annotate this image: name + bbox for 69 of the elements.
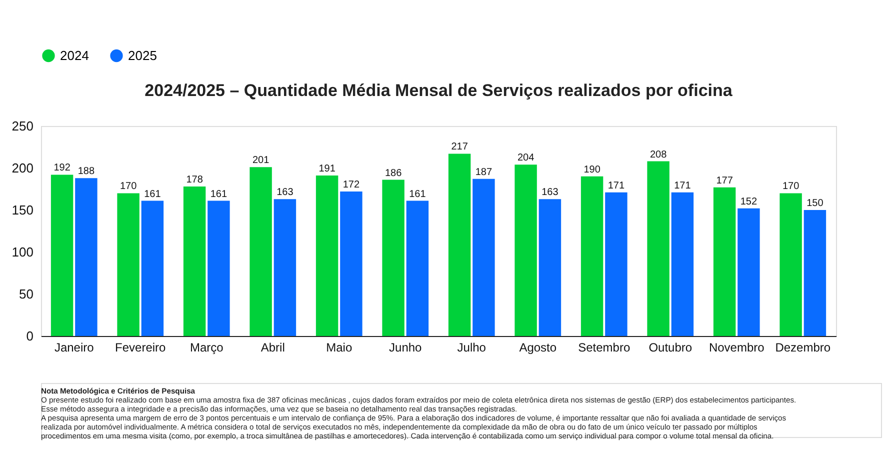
data-label: 171 bbox=[608, 180, 625, 192]
x-tick-label: Março bbox=[190, 340, 224, 354]
bar bbox=[671, 192, 694, 336]
bar bbox=[713, 187, 736, 336]
y-tick-label: 100 bbox=[12, 244, 34, 260]
x-tick-label: Dezembro bbox=[775, 340, 831, 354]
bar bbox=[340, 192, 362, 336]
x-tick-label: Maio bbox=[326, 340, 352, 354]
bar bbox=[538, 199, 562, 336]
bar bbox=[208, 200, 230, 336]
data-label: 172 bbox=[342, 180, 360, 191]
data-label: 217 bbox=[451, 142, 468, 153]
data-label: 161 bbox=[409, 188, 426, 200]
bar bbox=[141, 200, 164, 336]
data-label: 177 bbox=[716, 175, 734, 186]
data-label: 152 bbox=[740, 196, 758, 208]
y-tick-label: 200 bbox=[12, 160, 34, 176]
bar bbox=[738, 208, 760, 336]
y-tick-label: 250 bbox=[12, 118, 34, 134]
bar bbox=[274, 199, 296, 336]
x-tick-label: Abril bbox=[260, 340, 285, 354]
bar bbox=[406, 200, 429, 336]
bar bbox=[316, 176, 338, 336]
data-label: 161 bbox=[144, 188, 162, 200]
data-label: 163 bbox=[542, 187, 559, 198]
data-label: 163 bbox=[276, 187, 294, 198]
x-tick-label: Agosto bbox=[519, 340, 557, 354]
bar bbox=[50, 174, 74, 336]
data-label: 201 bbox=[252, 155, 270, 166]
legend-label: 2025 bbox=[128, 48, 157, 63]
x-tick-label: Novembro bbox=[708, 340, 765, 354]
data-label: 178 bbox=[186, 174, 204, 186]
bar bbox=[605, 192, 628, 336]
chart-title: 2024/2025 – Quantidade Média Mensal de Serviços realizados por oficina bbox=[144, 81, 733, 100]
data-label: 191 bbox=[318, 164, 336, 175]
y-tick-label: 0 bbox=[26, 328, 34, 344]
bar bbox=[580, 176, 604, 336]
bar bbox=[117, 193, 140, 336]
data-label: 188 bbox=[78, 166, 95, 178]
bar bbox=[250, 167, 272, 336]
data-label: 204 bbox=[517, 152, 535, 164]
bar bbox=[183, 186, 206, 336]
data-label: 170 bbox=[782, 181, 800, 192]
bar bbox=[514, 164, 537, 336]
x-tick-label: Outubro bbox=[648, 340, 692, 354]
data-label: 170 bbox=[120, 181, 138, 192]
data-label: 150 bbox=[806, 198, 824, 209]
bar bbox=[780, 193, 802, 336]
bar bbox=[472, 178, 495, 336]
data-label: 208 bbox=[650, 149, 668, 160]
bar bbox=[382, 180, 404, 336]
data-label: 161 bbox=[210, 188, 228, 200]
bar bbox=[448, 154, 471, 336]
x-tick-label: Janeiro bbox=[54, 340, 94, 354]
bar bbox=[75, 178, 98, 336]
data-label: 187 bbox=[475, 166, 492, 178]
data-label: 186 bbox=[384, 168, 402, 179]
data-label: 192 bbox=[54, 162, 71, 174]
x-tick-label: Setembro bbox=[578, 340, 630, 354]
bar bbox=[647, 161, 670, 336]
y-tick-label: 50 bbox=[19, 286, 34, 302]
y-tick-label: 150 bbox=[12, 202, 34, 218]
x-tick-label: Junho bbox=[389, 340, 422, 354]
data-label: 190 bbox=[584, 164, 601, 176]
legend-label: 2024 bbox=[60, 48, 89, 63]
x-tick-label: Julho bbox=[457, 340, 486, 354]
data-label: 171 bbox=[674, 180, 692, 192]
bar bbox=[804, 210, 826, 336]
x-tick-label: Fevereiro bbox=[115, 340, 166, 354]
